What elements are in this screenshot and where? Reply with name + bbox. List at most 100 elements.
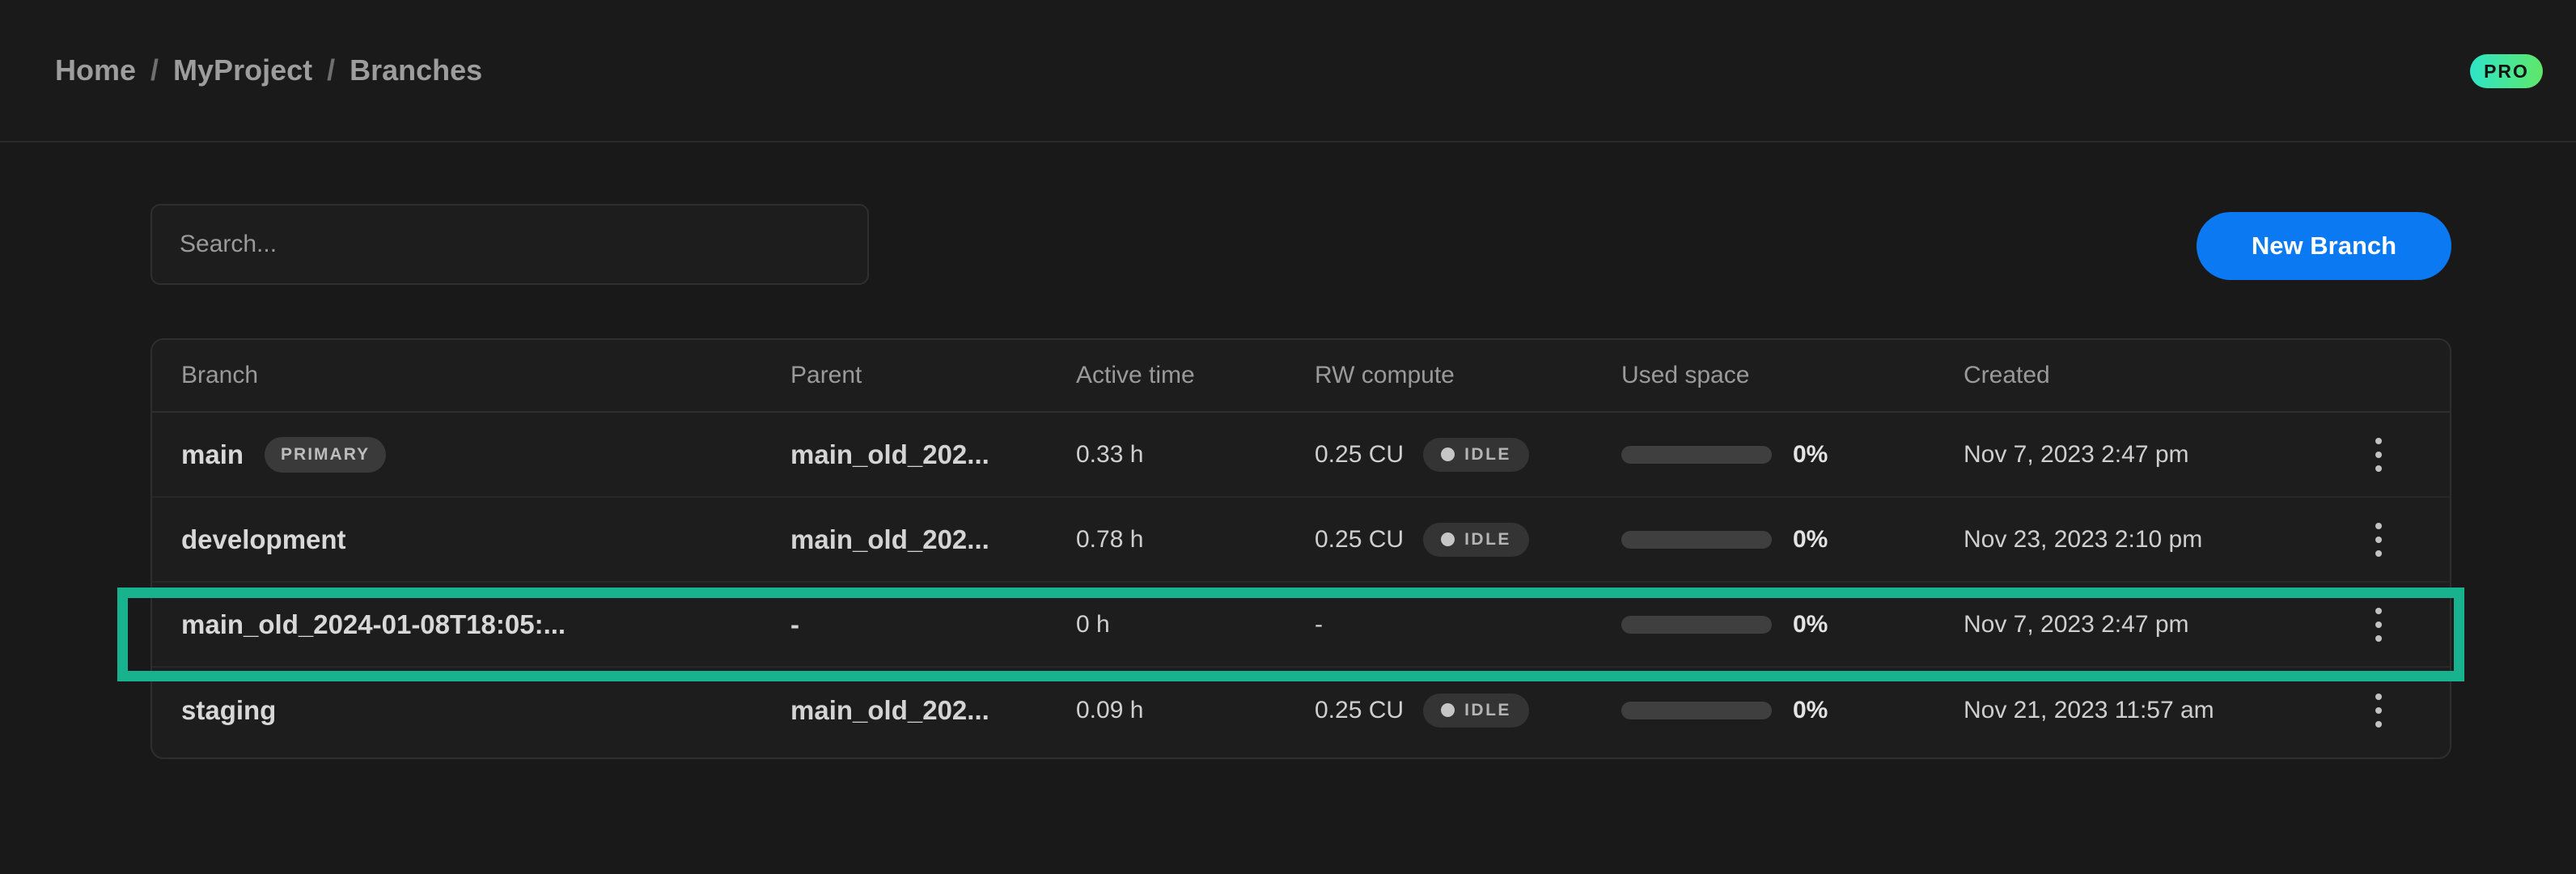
table-body: main PRIMARY main_old_202... 0.33 h 0.25…: [152, 413, 2450, 753]
column-header-active-time: Active time: [1076, 362, 1195, 388]
rw-compute-value: 0.25 CU: [1315, 440, 1405, 468]
kebab-dot: [2375, 536, 2382, 543]
top-bar: Home / MyProject / Branches PRO: [0, 0, 2576, 142]
rw-compute-value: 0.25 CU: [1315, 696, 1405, 723]
branch-name[interactable]: development: [181, 524, 346, 554]
column-header-created: Created: [1964, 362, 2050, 388]
branch-cell: development: [181, 524, 790, 555]
rw-compute-cell: 0.25 CU IDLE: [1315, 693, 1621, 728]
kebab-dot: [2375, 522, 2382, 529]
used-space-bar: [1621, 615, 1772, 634]
branch-name[interactable]: staging: [181, 694, 277, 725]
table-row[interactable]: development main_old_202... 0.78 h 0.25 …: [152, 498, 2450, 583]
compute-status-badge: IDLE: [1423, 522, 1529, 557]
new-branch-button[interactable]: New Branch: [2197, 212, 2451, 280]
row-menu-button[interactable]: [2361, 596, 2396, 653]
used-space-cell: 0%: [1621, 441, 1964, 469]
table-row[interactable]: main PRIMARY main_old_202... 0.33 h 0.25…: [152, 413, 2450, 498]
used-space-cell: 0%: [1621, 611, 1964, 639]
created-date: Nov 23, 2023 2:10 pm: [1964, 525, 2203, 553]
used-space-cell: 0%: [1621, 526, 1964, 554]
kebab-dot: [2375, 451, 2382, 458]
kebab-dot: [2375, 621, 2382, 628]
kebab-dot: [2375, 607, 2382, 614]
active-time-cell: 0.09 h: [1076, 697, 1315, 724]
kebab-dot: [2375, 437, 2382, 444]
actions-cell: [2340, 426, 2417, 483]
active-time-value: 0.33 h: [1076, 440, 1144, 468]
kebab-dot: [2375, 465, 2382, 472]
created-cell: Nov 21, 2023 11:57 am: [1964, 697, 2340, 724]
row-menu-button[interactable]: [2361, 511, 2396, 568]
used-space-percent: 0%: [1793, 696, 1828, 723]
branch-cell: staging: [181, 695, 790, 726]
column-header-rw-compute: RW compute: [1315, 362, 1455, 388]
used-space-percent: 0%: [1793, 525, 1828, 553]
created-cell: Nov 23, 2023 2:10 pm: [1964, 526, 2340, 554]
compute-status-badge: IDLE: [1423, 437, 1529, 472]
kebab-dot: [2375, 706, 2382, 714]
compute-status-label: IDLE: [1464, 529, 1511, 549]
row-menu-button[interactable]: [2361, 682, 2396, 739]
used-space-bar: [1621, 701, 1772, 719]
used-space-bar: [1621, 445, 1772, 464]
branch-name[interactable]: main: [181, 439, 244, 469]
kebab-dot: [2375, 549, 2382, 557]
status-dot-icon: [1441, 448, 1455, 461]
parent-cell: -: [790, 609, 1076, 640]
kebab-dot: [2375, 720, 2382, 728]
active-time-cell: 0.78 h: [1076, 526, 1315, 554]
column-header-branch: Branch: [181, 362, 259, 388]
table-row[interactable]: staging main_old_202... 0.09 h 0.25 CU I…: [152, 668, 2450, 753]
parent-branch-name: main_old_202...: [790, 524, 989, 554]
created-date: Nov 21, 2023 11:57 am: [1964, 696, 2214, 723]
column-header-parent: Parent: [790, 362, 862, 388]
active-time-cell: 0 h: [1076, 611, 1315, 639]
used-space-percent: 0%: [1793, 610, 1828, 638]
rw-compute-cell: -: [1315, 611, 1621, 639]
branch-cell: main_old_2024-01-08T18:05:...: [181, 609, 790, 640]
kebab-dot: [2375, 693, 2382, 700]
parent-cell: main_old_202...: [790, 695, 1076, 726]
status-dot-icon: [1441, 703, 1455, 717]
plan-badge: PRO: [2470, 54, 2543, 88]
row-menu-button[interactable]: [2361, 426, 2396, 483]
used-space-bar: [1621, 530, 1772, 549]
active-time-value: 0 h: [1076, 610, 1110, 638]
created-cell: Nov 7, 2023 2:47 pm: [1964, 611, 2340, 639]
created-cell: Nov 7, 2023 2:47 pm: [1964, 441, 2340, 469]
table-row[interactable]: main_old_2024-01-08T18:05:... - 0 h - 0%…: [152, 583, 2450, 668]
branch-name[interactable]: main_old_2024-01-08T18:05:...: [181, 609, 566, 639]
status-dot-icon: [1441, 532, 1455, 546]
parent-branch-name: -: [790, 609, 799, 639]
used-space-cell: 0%: [1621, 697, 1964, 724]
branches-table: Branch Parent Active time RW compute Use…: [150, 338, 2451, 759]
breadcrumb-separator: /: [150, 53, 159, 87]
table-header-row: Branch Parent Active time RW compute Use…: [152, 340, 2450, 413]
active-time-value: 0.09 h: [1076, 696, 1144, 723]
parent-cell: main_old_202...: [790, 524, 1076, 555]
parent-branch-name: main_old_202...: [790, 439, 989, 469]
kebab-dot: [2375, 634, 2382, 642]
parent-cell: main_old_202...: [790, 439, 1076, 470]
breadcrumb-project[interactable]: MyProject: [173, 53, 313, 87]
created-date: Nov 7, 2023 2:47 pm: [1964, 610, 2189, 638]
breadcrumb: Home / MyProject / Branches: [55, 0, 482, 141]
branch-cell: main PRIMARY: [181, 436, 790, 473]
compute-status-badge: IDLE: [1423, 693, 1529, 728]
actions-cell: [2340, 511, 2417, 568]
column-header-used-space: Used space: [1621, 362, 1750, 388]
search-input[interactable]: [150, 204, 869, 285]
rw-compute-cell: 0.25 CU IDLE: [1315, 522, 1621, 557]
primary-badge: PRIMARY: [265, 436, 387, 473]
active-time-cell: 0.33 h: [1076, 441, 1315, 469]
active-time-value: 0.78 h: [1076, 525, 1144, 553]
breadcrumb-home[interactable]: Home: [55, 53, 137, 87]
breadcrumb-branches[interactable]: Branches: [350, 53, 483, 87]
rw-compute-cell: 0.25 CU IDLE: [1315, 437, 1621, 472]
actions-cell: [2340, 596, 2417, 653]
compute-status-label: IDLE: [1464, 444, 1511, 464]
created-date: Nov 7, 2023 2:47 pm: [1964, 440, 2189, 468]
used-space-percent: 0%: [1793, 440, 1828, 468]
breadcrumb-separator: /: [327, 53, 336, 87]
